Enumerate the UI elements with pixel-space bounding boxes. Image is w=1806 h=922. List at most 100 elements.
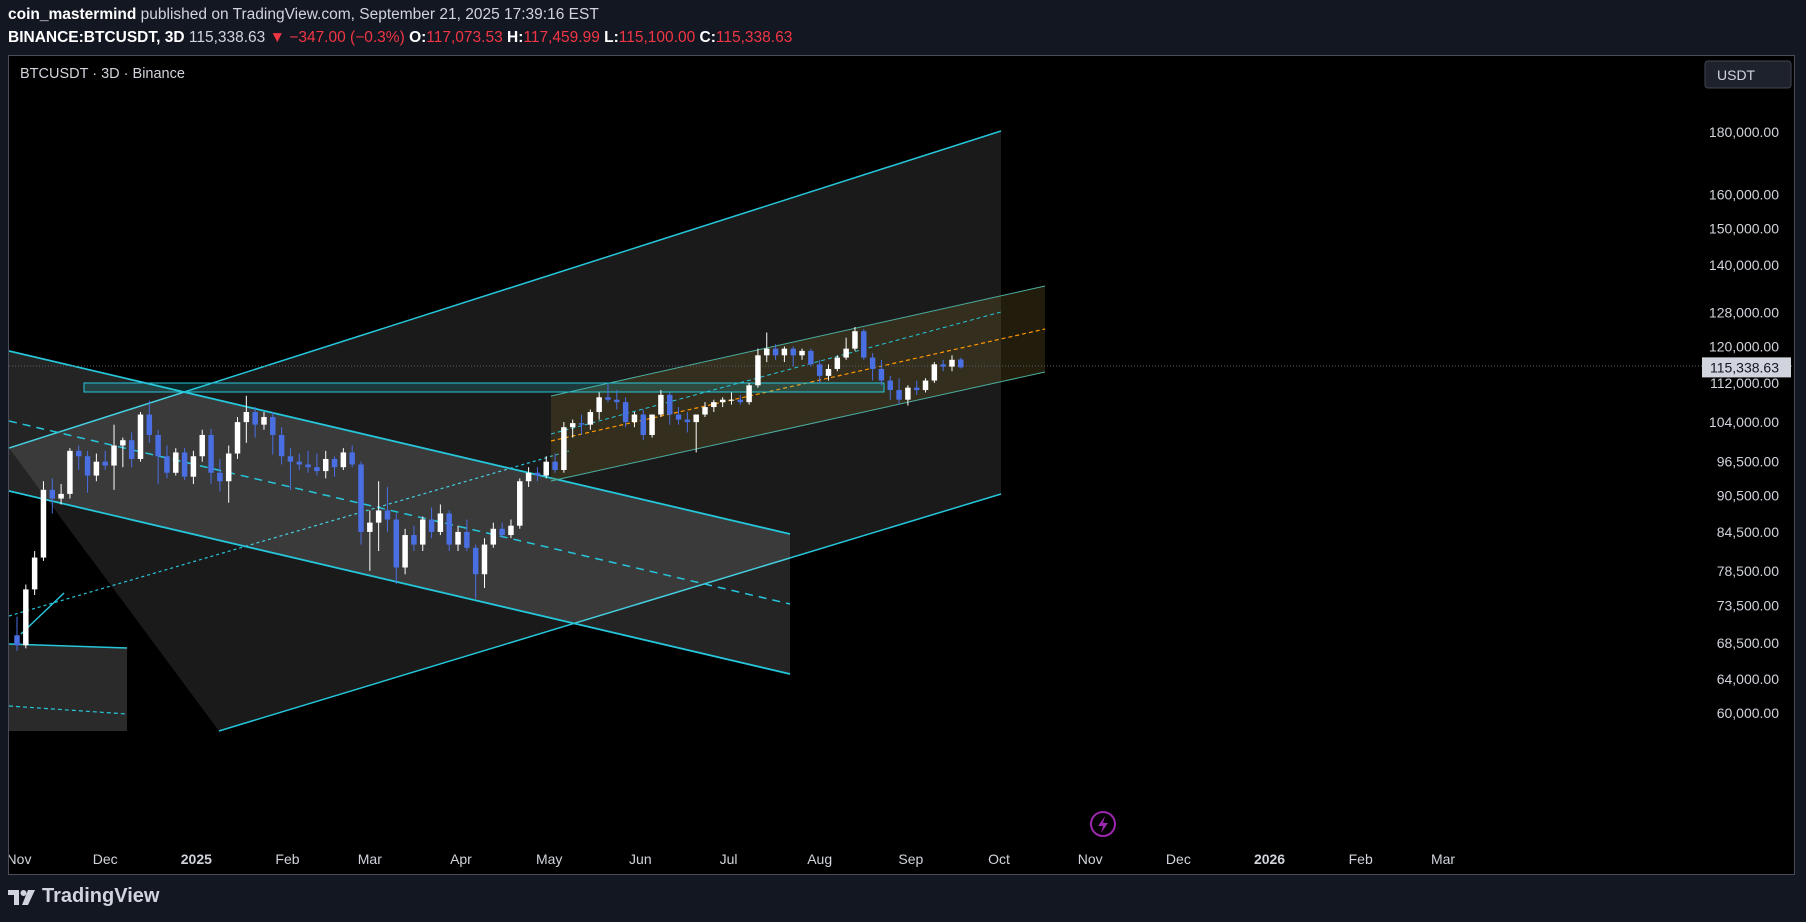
currency-button[interactable]: USDT [1704, 60, 1792, 89]
candle-body [199, 434, 205, 457]
candle [287, 448, 294, 490]
lightning-icon[interactable] [1090, 811, 1116, 837]
candle-body [913, 387, 920, 391]
price-tick-label: 140,000.00 [1709, 257, 1779, 273]
bull-channel-bottom [550, 371, 1046, 482]
candle [649, 414, 655, 438]
candle [552, 453, 558, 473]
candle [217, 458, 223, 492]
candle [781, 346, 788, 363]
candle-body [746, 385, 752, 403]
currency-label: USDT [1717, 67, 1756, 83]
candle [719, 397, 726, 408]
candle [596, 392, 602, 420]
candle [587, 409, 594, 430]
author-name[interactable]: coin_mastermind [8, 6, 137, 23]
candle [234, 417, 241, 459]
candle-body [67, 450, 73, 494]
candle [261, 412, 267, 430]
descending-channel-top [8, 350, 791, 535]
high-label: H: [507, 29, 524, 46]
candle-body [569, 423, 576, 428]
candle [190, 450, 197, 485]
candle [164, 445, 170, 479]
candle-body [137, 414, 144, 459]
candle-body [464, 531, 470, 548]
price-tick-label: 68,500.00 [1717, 635, 1779, 651]
candle-body [658, 394, 664, 415]
candle-body [666, 394, 673, 415]
candle-body [420, 519, 426, 545]
candle [208, 428, 214, 485]
candle [755, 348, 761, 388]
candle-body [384, 510, 391, 520]
candle [305, 450, 311, 473]
candle-body [455, 531, 461, 545]
candle-body [234, 422, 241, 454]
candle [490, 522, 497, 548]
candle [543, 456, 549, 479]
ascending-channel-mid [8, 450, 570, 617]
candle [155, 429, 161, 485]
candle-body [278, 434, 285, 457]
candle [569, 419, 576, 438]
candle-body [852, 331, 858, 349]
price-tick-label: 160,000.00 [1709, 186, 1779, 202]
candle [49, 478, 56, 514]
candle [614, 390, 620, 410]
candle [684, 412, 691, 433]
candle-body [543, 461, 549, 476]
candle-body [472, 547, 479, 575]
candle [825, 364, 832, 381]
candle-body [649, 414, 655, 435]
chart-frame: 180,000.00 160,000.00 150,000.00 140,000.00… [7, 55, 1795, 875]
candle-body [128, 440, 135, 459]
candle [746, 382, 752, 405]
publish-info: coin_mastermind published on TradingView… [8, 6, 599, 24]
candle-body [640, 414, 646, 435]
candle [375, 481, 382, 552]
candle-body [499, 528, 505, 536]
time-tick-label: Nov [1078, 851, 1103, 867]
candle [834, 355, 841, 372]
candle [314, 453, 320, 476]
price-tick-label: 96,500.00 [1717, 454, 1779, 470]
candle [270, 412, 276, 455]
interval: 3D [164, 29, 185, 46]
price-tick-label: 128,000.00 [1709, 304, 1779, 320]
candle-body [711, 402, 717, 408]
price-chart[interactable]: 180,000.00 160,000.00 150,000.00 140,000.00… [7, 56, 1794, 874]
candle-body [587, 412, 594, 425]
candle [111, 424, 117, 490]
candle-body [481, 544, 488, 575]
candle [666, 392, 673, 425]
candle-body [490, 528, 497, 545]
time-axis[interactable]: Nov Dec 2025 Feb Mar Apr May Jun Jul Aug Sep Oct Nov… [7, 851, 1456, 867]
candle [675, 407, 682, 425]
candle [517, 478, 523, 529]
candle-body [525, 472, 532, 482]
candle-body [40, 489, 47, 558]
candle-body [825, 368, 832, 376]
time-tick-label: May [536, 851, 562, 867]
price-tick-label: 64,000.00 [1717, 671, 1779, 687]
candle-body [120, 440, 126, 446]
resistance-zone [83, 382, 885, 393]
candle [958, 357, 964, 369]
candle [728, 392, 735, 405]
candle-body [878, 368, 885, 381]
symbol-info: BINANCE:BTCUSDT, 3D 115,338.63 ▼ −347.00… [8, 29, 793, 46]
candle-body [155, 434, 161, 457]
time-tick-label: Mar [1431, 851, 1455, 867]
tradingview-brand[interactable]: TradingView [8, 885, 159, 908]
price-axis[interactable]: 180,000.00 160,000.00 150,000.00 140,000.00… [1702, 124, 1791, 721]
price-tick-label: 78,500.00 [1717, 563, 1779, 579]
candle [640, 409, 646, 441]
time-tick-label: Nov [9, 851, 31, 867]
candle [499, 522, 505, 539]
candle-body [772, 348, 779, 356]
candle [367, 510, 373, 571]
bull-channel-mid [550, 328, 1046, 442]
candle-body [675, 414, 682, 420]
candle [578, 414, 585, 435]
